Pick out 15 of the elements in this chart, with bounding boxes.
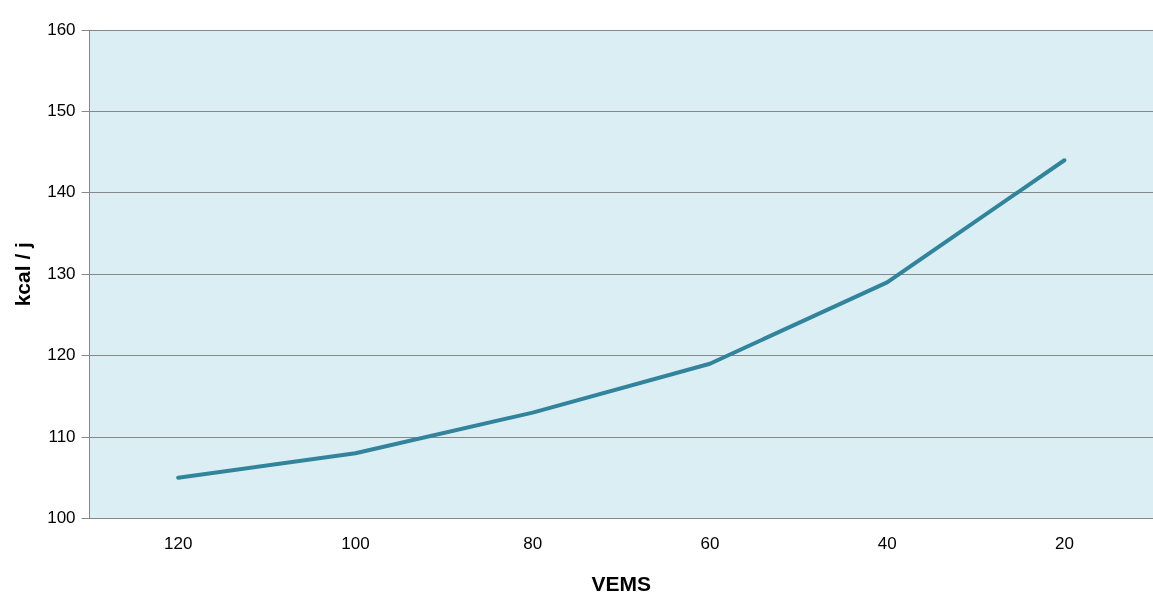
y-tick-label: 100 bbox=[47, 508, 76, 528]
x-tick-label: 60 bbox=[700, 534, 720, 554]
x-tick-label: 20 bbox=[1054, 534, 1074, 554]
y-tick-label: 130 bbox=[47, 263, 76, 283]
y-axis-title: kcal / j bbox=[11, 242, 35, 307]
y-tick-label: 120 bbox=[47, 345, 76, 365]
x-tick-label: 120 bbox=[164, 534, 193, 554]
y-tick-label: 110 bbox=[48, 426, 76, 446]
x-axis-title: VEMS bbox=[591, 572, 652, 596]
y-tick-label: 140 bbox=[47, 182, 76, 202]
x-tick-label: 80 bbox=[523, 534, 543, 554]
y-tick-label: 150 bbox=[47, 101, 76, 121]
y-tick-label: 160 bbox=[47, 19, 76, 39]
x-tick-label: 100 bbox=[341, 534, 370, 554]
x-tick-label: 40 bbox=[877, 534, 897, 554]
